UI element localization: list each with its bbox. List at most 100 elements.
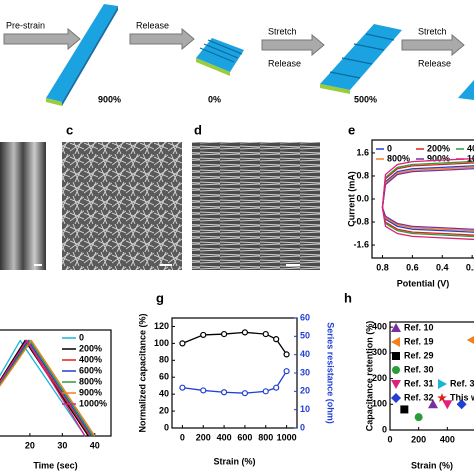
scale-bar: [286, 264, 300, 266]
marker: [428, 399, 438, 409]
arrow: [129, 27, 195, 51]
x-tick-label: 0.8: [376, 262, 389, 272]
fiber-strip-side: [62, 6, 118, 106]
y-tick-label: 100: [154, 338, 169, 348]
marker: [466, 335, 474, 345]
marker: [414, 413, 423, 422]
legend-label: 0: [387, 143, 392, 153]
x-tick-label: 20: [25, 440, 35, 450]
arrow: [3, 27, 81, 51]
y-tick-label: 40: [159, 389, 169, 399]
x-tick-label: 30: [57, 440, 67, 450]
legend-label: 200%: [427, 143, 450, 153]
series-line: [182, 331, 288, 355]
plot-frame: [171, 317, 298, 429]
x-tick-label: 200: [196, 432, 211, 442]
marker: [456, 399, 467, 410]
scale-bar: [160, 264, 172, 266]
x-tick-label: 0: [180, 432, 185, 442]
legend-label: Ref. 32: [404, 392, 434, 402]
legend-label: Ref. 31: [404, 378, 434, 388]
y2-tick-label: 0: [300, 422, 305, 432]
marker: [442, 400, 453, 410]
sem-image: [192, 142, 320, 270]
data-point: [200, 387, 207, 394]
legend-marker: [392, 366, 400, 374]
panel-label: c: [66, 122, 73, 137]
x-tick-label: 800: [258, 432, 273, 442]
x-axis-label: Strain (%): [213, 456, 255, 466]
legend-label: 800%: [79, 376, 102, 386]
x-tick-label: 0.2: [466, 262, 474, 272]
data-point: [220, 389, 228, 396]
y-axis-label: Normalized capacitance (%): [137, 313, 147, 432]
strain-label: 900%: [98, 94, 121, 104]
series-line: [381, 160, 474, 238]
y2-tick-label: 50: [300, 331, 310, 341]
fiber-strip: [46, 4, 118, 102]
legend-label: Ref. 3: [450, 378, 474, 388]
legend-marker: [438, 379, 447, 389]
data-point: [262, 388, 269, 395]
series-line: [381, 162, 474, 236]
y2-tick-label: 40: [300, 349, 310, 359]
fiber-strip-side: [46, 98, 62, 106]
step-label: Release: [418, 58, 451, 68]
step-label: Release: [268, 58, 301, 68]
legend-label: 400%: [467, 143, 474, 153]
legend-label: Ref. 29: [404, 350, 434, 360]
x-tick-label: 600: [237, 432, 252, 442]
y2-tick-label: 10: [300, 404, 310, 414]
panel-label: h: [344, 290, 352, 305]
data-point: [273, 384, 280, 391]
y-tick-label: 20: [159, 405, 169, 415]
arrow: [261, 33, 325, 57]
data-point: [241, 390, 249, 397]
y-tick-label: 200: [372, 373, 387, 383]
data-point: [283, 368, 290, 375]
folded-strip: [196, 38, 244, 76]
x-axis-label: Strain (%): [411, 460, 453, 470]
x-tick-label: 1000: [277, 432, 297, 442]
wavy-strip: [320, 24, 402, 94]
series-line: [381, 157, 474, 241]
y-axis-label: Capacitance retention (%): [364, 321, 374, 432]
data-point: [262, 330, 269, 338]
x-tick-label: 200: [411, 434, 426, 444]
panel-label: g: [156, 290, 164, 305]
y-tick-label: 1.6: [356, 147, 369, 157]
series-line: [381, 168, 474, 230]
x-tick-label: 400: [440, 434, 455, 444]
legend-label: 0: [79, 332, 84, 342]
panel-label: e: [348, 122, 355, 137]
schematic: Pre-strain Release Stretch Release Stret…: [3, 4, 474, 106]
legend-label: Ref. 10: [404, 322, 434, 332]
y-tick-label: 0: [164, 422, 169, 432]
step-label: Stretch: [418, 26, 447, 36]
y-tick-label: -0.8: [353, 216, 369, 226]
legend-label: 600%: [79, 365, 102, 375]
y-axis-label: Current (mA): [346, 171, 356, 227]
legend-label: This w: [450, 392, 474, 402]
y2-tick-label: 20: [300, 386, 310, 396]
step-label: Release: [136, 20, 169, 30]
step-label: Pre-strain: [6, 20, 45, 30]
series-line: [381, 165, 474, 233]
scale-bar: [34, 264, 42, 266]
y-tick-label: 0: [382, 424, 387, 434]
legend-marker: [391, 323, 401, 332]
legend-label: 900%: [79, 387, 102, 397]
data-point: [283, 351, 290, 358]
x-tick-label: 40: [90, 440, 100, 450]
series-line: [0, 339, 93, 437]
legend-marker: [392, 352, 400, 360]
plot-frame: [0, 329, 112, 437]
data-point: [179, 384, 186, 391]
sem-image: [0, 142, 46, 270]
x-axis-label: Time (sec): [33, 460, 77, 470]
step-label: Stretch: [268, 26, 297, 36]
legend-label: 900%: [427, 153, 450, 163]
data-point: [179, 340, 186, 347]
x-tick-label: 400: [217, 432, 232, 442]
